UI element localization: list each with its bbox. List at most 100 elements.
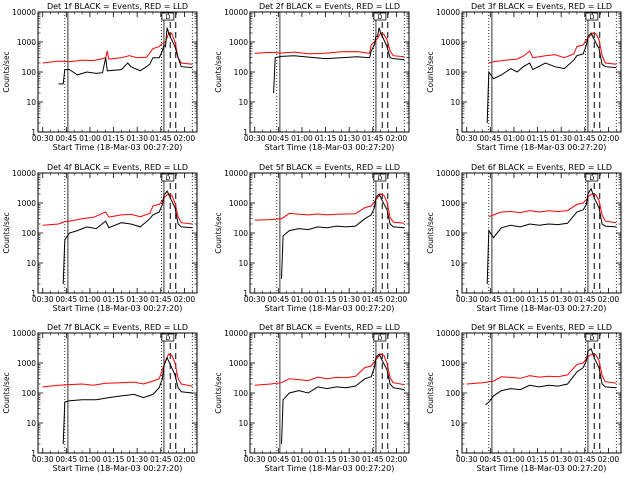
x-tick-label: 02:00 xyxy=(598,455,620,464)
x-tick-label: 01:15 xyxy=(527,134,549,143)
y-tick-label: 1000 xyxy=(441,199,460,208)
y-tick-label: 1000 xyxy=(229,38,248,47)
x-tick-label: 00:30 xyxy=(244,134,266,143)
x-tick-label: 02:00 xyxy=(174,134,196,143)
panel-title: Det 1f BLACK = Events, RED = LLD xyxy=(47,2,188,11)
events-series-line xyxy=(62,190,193,285)
y-axis-label: Counts/sec xyxy=(426,212,435,253)
plot-frame xyxy=(461,11,622,133)
y-tick-label: 1 xyxy=(31,289,36,298)
x-tick-label: 01:15 xyxy=(527,295,549,304)
y-axis-label: Counts/sec xyxy=(426,51,435,92)
y-axis-label: Counts/sec xyxy=(426,372,435,413)
x-tick-label: 01:15 xyxy=(103,295,125,304)
panel-det-2f: Det 2f BLACK = Events, RED = LLD D 1 10 100 1… xyxy=(214,2,410,152)
x-tick-label: 01:30 xyxy=(338,134,360,143)
y-tick-label: 100 xyxy=(446,389,461,398)
panel-det-3f: Det 3f BLACK = Events, RED = LLD D 1 10 100 1… xyxy=(426,2,622,152)
x-tick-label: 01:45 xyxy=(574,455,596,464)
y-tick-label: 1 xyxy=(243,128,248,137)
y-tick-label: 1 xyxy=(243,449,248,458)
events-series-line xyxy=(485,347,617,406)
plot-frame xyxy=(249,172,410,294)
panel-det-4f: Det 4f BLACK = Events, RED = LLD D 1 10 100 1… xyxy=(2,163,198,313)
x-tick-label: 00:30 xyxy=(32,134,54,143)
events-series-line xyxy=(486,32,617,124)
plot-frame xyxy=(249,332,410,454)
annotation-box xyxy=(161,173,175,182)
lld-series-line xyxy=(254,193,405,224)
x-tick-label: 01:00 xyxy=(291,134,313,143)
x-tick-label: 01:30 xyxy=(126,295,148,304)
panel-title: Det 3f BLACK = Events, RED = LLD xyxy=(471,2,612,11)
x-tick-label: 00:45 xyxy=(268,134,290,143)
x-tick-label: 01:30 xyxy=(550,134,572,143)
y-tick-label: 10 xyxy=(238,98,248,107)
x-tick-label: 01:00 xyxy=(291,455,313,464)
y-tick-label: 100 xyxy=(234,229,249,238)
x-tick-label: 01:00 xyxy=(503,295,525,304)
x-tick-label: 00:45 xyxy=(56,455,78,464)
annotation-box xyxy=(585,12,599,21)
y-axis-label: Counts/sec xyxy=(2,212,11,253)
x-axis-label: Start Time (18-Mar-03 00:27:20) xyxy=(265,143,395,152)
x-tick-label: 02:00 xyxy=(386,295,408,304)
x-tick-label: 00:30 xyxy=(32,295,54,304)
y-tick-label: 1 xyxy=(455,289,460,298)
events-series-line xyxy=(281,193,405,279)
events-series-line xyxy=(62,356,193,445)
x-tick-label: 00:30 xyxy=(456,455,478,464)
annotation-label: D xyxy=(377,13,382,21)
x-tick-label: 01:30 xyxy=(126,134,148,143)
x-axis-label: Start Time (18-Mar-03 00:27:20) xyxy=(477,143,607,152)
x-tick-label: 01:30 xyxy=(550,455,572,464)
events-series-line xyxy=(58,27,193,85)
lld-series-line xyxy=(254,353,405,386)
y-tick-label: 100 xyxy=(234,68,249,77)
annotation-label: D xyxy=(165,13,170,21)
annotation-box xyxy=(161,12,175,21)
y-tick-label: 10 xyxy=(450,419,460,428)
y-tick-label: 1000 xyxy=(441,359,460,368)
y-tick-label: 10000 xyxy=(12,329,36,338)
panel-det-6f: Det 6f BLACK = Events, RED = LLD D 1 10 100 1… xyxy=(426,163,622,313)
x-tick-label: 01:45 xyxy=(362,455,384,464)
y-axis-label: Counts/sec xyxy=(2,51,11,92)
y-axis-label: Counts/sec xyxy=(2,372,11,413)
x-tick-label: 01:45 xyxy=(362,295,384,304)
y-tick-label: 10000 xyxy=(224,8,248,17)
x-tick-label: 00:45 xyxy=(480,134,502,143)
y-tick-label: 10 xyxy=(238,259,248,268)
y-tick-label: 10000 xyxy=(12,8,36,17)
y-tick-label: 10000 xyxy=(224,329,248,338)
panel-det-9f: Det 9f BLACK = Events, RED = LLD D 1 10 100 1… xyxy=(426,323,622,473)
y-tick-label: 100 xyxy=(22,68,37,77)
x-tick-label: 01:45 xyxy=(150,134,172,143)
x-tick-label: 01:30 xyxy=(126,455,148,464)
panel-title: Det 2f BLACK = Events, RED = LLD xyxy=(259,2,400,11)
plot-frame xyxy=(37,332,198,454)
x-tick-label: 01:45 xyxy=(574,134,596,143)
x-tick-label: 01:15 xyxy=(103,134,125,143)
x-tick-label: 01:15 xyxy=(315,134,337,143)
x-tick-label: 00:45 xyxy=(56,134,78,143)
y-tick-label: 100 xyxy=(234,389,249,398)
lld-series-line xyxy=(42,193,193,226)
events-series-line xyxy=(273,27,405,94)
y-tick-label: 10 xyxy=(450,259,460,268)
y-tick-label: 1 xyxy=(455,449,460,458)
annotation-box xyxy=(373,173,387,182)
x-tick-label: 01:30 xyxy=(338,455,360,464)
annotation-label: D xyxy=(165,174,170,182)
annotation-box xyxy=(585,173,599,182)
lld-series-line xyxy=(42,32,193,65)
x-tick-label: 00:30 xyxy=(244,455,266,464)
y-tick-label: 10000 xyxy=(436,169,460,178)
annotation-label: D xyxy=(377,174,382,182)
x-tick-label: 01:00 xyxy=(79,455,101,464)
lld-series-line xyxy=(488,32,617,65)
lld-series-line xyxy=(488,193,617,224)
x-tick-label: 01:45 xyxy=(150,295,172,304)
plot-frame xyxy=(37,11,198,133)
x-tick-label: 02:00 xyxy=(598,134,620,143)
